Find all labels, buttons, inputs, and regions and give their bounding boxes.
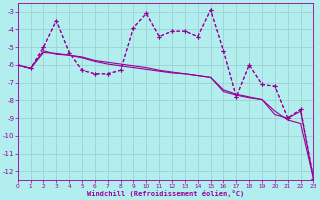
X-axis label: Windchill (Refroidissement éolien,°C): Windchill (Refroidissement éolien,°C) (87, 190, 244, 197)
